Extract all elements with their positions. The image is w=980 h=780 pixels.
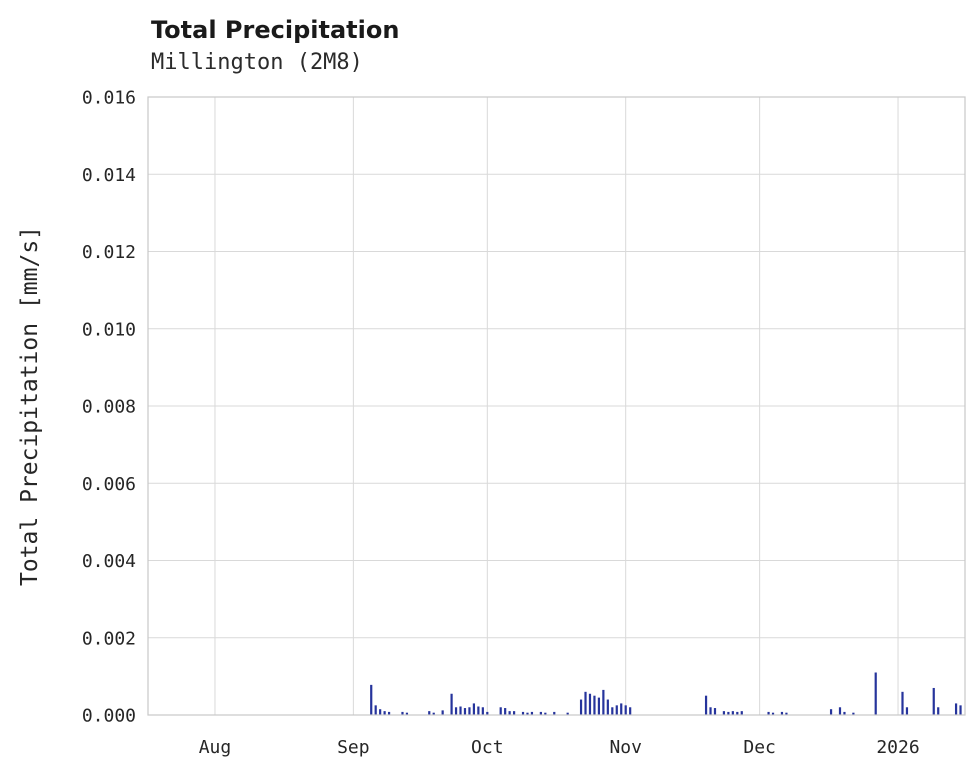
chart-title: Total Precipitation [151,16,400,44]
bar [468,707,471,715]
bar [843,711,846,715]
bar [486,711,489,715]
bar [740,711,743,715]
bar [526,712,529,715]
bar [731,711,734,715]
bar [901,691,904,715]
y-tick-label: 0.014 [82,165,136,186]
bar [450,693,453,715]
chart-subtitle: Millington (2M8) [151,50,363,75]
bar [477,706,480,715]
y-tick-label: 0.008 [82,397,136,418]
bar [852,712,855,715]
bar [704,695,708,715]
bar [499,707,502,715]
bar [597,697,601,715]
x-tick-label: Sep [337,737,370,758]
bar [709,707,712,715]
bar [432,712,435,715]
bar [530,711,534,715]
bar [441,710,444,715]
bar [370,684,373,715]
bar [383,711,386,715]
bar [387,711,391,715]
y-tick-label: 0.010 [82,319,136,340]
bar [481,707,484,715]
bar [602,689,605,715]
bar [937,707,940,715]
bar [521,711,525,715]
bar [508,711,511,715]
bar [459,706,462,715]
bar [629,707,632,715]
bar [959,705,962,715]
bar [374,705,377,715]
bar [472,703,476,715]
x-tick-label: Oct [471,737,504,758]
bar [553,711,556,715]
bar [954,703,958,715]
y-tick-label: 0.002 [82,628,136,649]
bar [615,705,618,715]
x-tick-labels: Aug Sep Oct Nov Dec 2026 [199,737,920,758]
bar [780,711,784,715]
bar [405,712,409,715]
bar [932,687,935,715]
bar [588,693,592,715]
x-tick-label: Nov [609,737,642,758]
y-tick-label: 0.004 [82,551,136,572]
bar [624,705,627,715]
bar [579,699,583,715]
bar [401,711,404,715]
bar [611,707,614,715]
bar [736,711,739,715]
bar [767,711,770,715]
bar [620,703,623,715]
bar [544,712,547,715]
bar [713,708,717,715]
bar [771,712,775,715]
y-axis-label: Total Precipitation [mm/s] [17,225,43,587]
y-tick-label: 0.016 [82,88,136,109]
precipitation-bars [370,672,962,715]
bar [504,708,507,715]
y-tick-label: 0.012 [82,242,136,263]
x-tick-label: Aug [199,737,232,758]
bar [566,712,569,715]
bar [874,672,877,715]
bar [463,708,467,715]
bar [539,711,542,715]
bar [727,711,730,715]
bar [905,707,909,715]
bar [785,712,788,715]
plot-border [147,96,966,716]
bar [454,707,458,715]
y-tick-label: 0.006 [82,474,136,495]
y-tick-label: 0.000 [82,706,136,727]
bar [512,711,516,715]
x-tick-label: Dec [743,737,776,758]
bar [722,711,726,715]
bar [593,695,596,715]
y-tick-labels: 0.000 0.002 0.004 0.006 0.008 0.010 0.012 0.014… [82,88,136,727]
bar [379,709,382,715]
x-tick-label: 2026 [876,737,919,758]
bar [838,707,842,715]
bar [584,691,587,715]
bar [829,709,833,715]
bar [428,711,431,715]
bar [606,699,609,715]
